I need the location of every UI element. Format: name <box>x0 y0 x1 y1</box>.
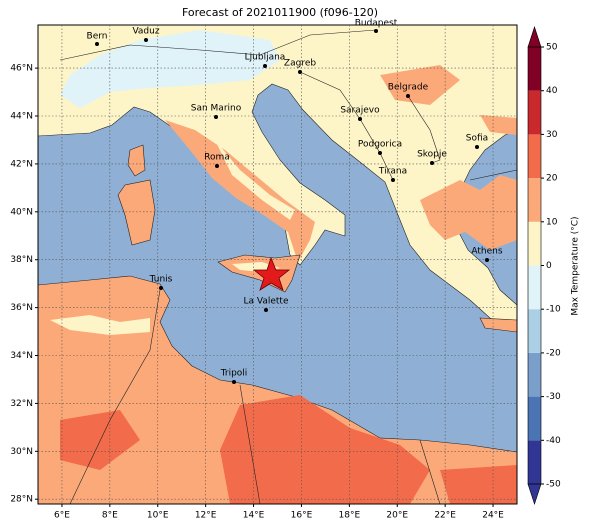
city-marker <box>430 161 434 165</box>
colorbar-segment <box>528 178 541 222</box>
colorbar-segment <box>528 265 541 310</box>
city-marker <box>159 286 163 290</box>
lat-tick-label: 44°N <box>10 112 33 122</box>
city-marker <box>374 29 378 33</box>
lat-tick-label: 30°N <box>10 447 33 457</box>
tunisia-cool <box>50 315 150 335</box>
city-label: Bern <box>87 32 108 42</box>
city-marker <box>214 115 218 119</box>
city-marker <box>475 145 479 149</box>
map-frame <box>37 24 518 505</box>
lat-tick-label: 34°N <box>10 351 33 361</box>
balkans-warm <box>380 65 517 250</box>
lon-tick-label: 6°E <box>54 511 70 521</box>
city-label: Tripoli <box>220 369 248 379</box>
colorbar-segment <box>528 47 541 91</box>
city-marker <box>406 94 410 98</box>
alps-cold <box>60 30 280 108</box>
colorbar-tick-label: 40 <box>546 86 558 96</box>
city-marker <box>215 164 219 168</box>
colorbar-tick-label: -30 <box>546 392 561 402</box>
colorbar-segment <box>528 440 541 484</box>
city-label: Athens <box>471 247 502 257</box>
city-label: Vaduz <box>132 27 159 37</box>
city-label: San Marino <box>191 104 242 114</box>
city-label: Roma <box>204 153 230 163</box>
lon-tick-label: 22°E <box>434 511 456 521</box>
map-title: Forecast of 2021011900 (f096-120) <box>182 6 378 19</box>
colorbar-segment <box>528 396 541 441</box>
city-label: Ljubljana <box>245 53 286 63</box>
libya-hot <box>60 395 517 504</box>
lon-tick-label: 20°E <box>386 511 408 521</box>
lat-tick-label: 42°N <box>10 159 33 169</box>
city-label: La Valette <box>244 297 289 307</box>
italy-spine <box>215 140 295 220</box>
city-marker <box>232 380 236 384</box>
corsica <box>127 144 146 177</box>
event-star <box>252 256 291 291</box>
lon-tick-label: 10°E <box>147 511 169 521</box>
city-label: Tunis <box>149 275 173 285</box>
colorbar-tick-label: 20 <box>546 174 558 184</box>
colorbar-segment <box>528 134 541 179</box>
colorbar-extend-high <box>527 26 542 48</box>
city-marker <box>263 64 267 68</box>
colorbar-segment <box>528 352 541 397</box>
sardinia <box>117 179 156 246</box>
city-label: Podgorica <box>358 140 402 150</box>
colorbar-tick-label: -20 <box>546 348 561 358</box>
city-label: Sofia <box>466 134 488 144</box>
colorbar-extend-low <box>527 483 542 505</box>
colorbar-segment <box>528 90 541 135</box>
city-marker <box>378 151 382 155</box>
colorbar-label: Max Temperature (°C) <box>571 216 581 315</box>
city-label: Sarajevo <box>340 106 380 116</box>
lon-tick-label: 24°E <box>482 511 504 521</box>
city-label: Zagreb <box>284 59 316 69</box>
city-label: Budapest <box>355 19 398 29</box>
lat-tick-label: 36°N <box>10 303 33 313</box>
colorbar-segment <box>528 309 541 353</box>
lat-tick-label: 38°N <box>10 255 33 265</box>
colorbar-tick-label: -50 <box>546 480 561 490</box>
city-marker <box>485 258 489 262</box>
city-marker <box>264 308 268 312</box>
lon-tick-label: 8°E <box>102 511 118 521</box>
lat-tick-label: 40°N <box>10 207 33 217</box>
city-marker <box>95 42 99 46</box>
city-marker <box>144 38 148 42</box>
colorbar-tick-label: -10 <box>546 305 561 315</box>
city-marker <box>298 70 302 74</box>
colorbar-tick-label: 0 <box>546 261 552 271</box>
lat-tick-label: 28°N <box>10 495 33 505</box>
lon-tick-label: 16°E <box>291 511 313 521</box>
city-marker <box>391 178 395 182</box>
city-label: Belgrade <box>388 83 429 93</box>
colorbar-tick-label: 10 <box>546 217 558 227</box>
colorbar-tick-label: 50 <box>546 43 558 53</box>
lon-tick-label: 12°E <box>195 511 217 521</box>
lon-tick-label: 14°E <box>243 511 265 521</box>
map-area <box>38 25 517 504</box>
lat-tick-label: 46°N <box>10 64 33 74</box>
lon-tick-label: 18°E <box>339 511 361 521</box>
lat-tick-label: 32°N <box>10 399 33 409</box>
colorbar-tick-label: 30 <box>546 130 558 140</box>
colorbar-segment <box>528 221 541 266</box>
city-label: Tirana <box>378 167 407 177</box>
city-marker <box>358 117 362 121</box>
italy-warm <box>165 120 315 262</box>
greek-islands <box>479 317 517 333</box>
city-label: Skopje <box>417 150 447 160</box>
colorbar-tick-label: -40 <box>546 436 561 446</box>
